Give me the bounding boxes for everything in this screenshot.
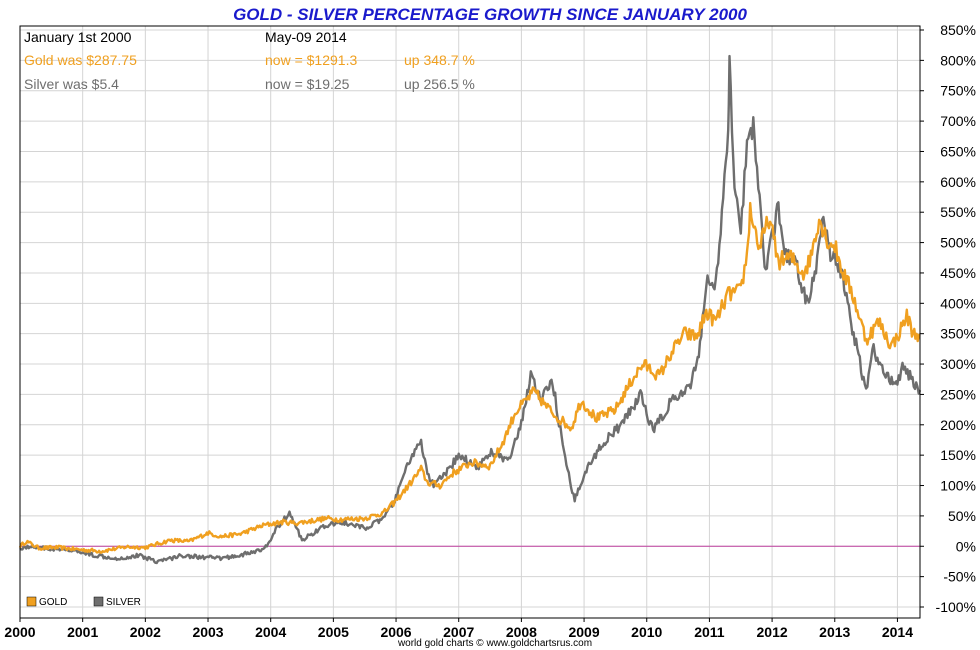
x-tick-label: 2012 — [757, 624, 788, 640]
chart-credit: world gold charts © www.goldchartsrus.co… — [397, 638, 592, 649]
x-tick-label: 2003 — [192, 624, 223, 640]
y-tick-label: 300% — [940, 356, 976, 372]
x-tick-label: 2013 — [819, 624, 850, 640]
x-tick-label: 2009 — [568, 624, 599, 640]
plot-frame — [19, 25, 921, 619]
y-axis: 850% 800% 750% 700% 650% 600% 550% 500% 450% 400%… — [920, 22, 976, 615]
chart-title: GOLD - SILVER PERCENTAGE GROWTH SINCE JA… — [233, 5, 747, 24]
y-tick-label: 450% — [940, 265, 976, 281]
y-tick-label: 150% — [940, 447, 976, 463]
x-tick-label: 2008 — [506, 624, 537, 640]
series-group — [18, 54, 922, 565]
y-tick-label: -50% — [943, 569, 976, 585]
y-tick-label: 0% — [956, 538, 976, 554]
start-date-label: January 1st 2000 — [24, 29, 132, 45]
y-tick-label: 800% — [940, 52, 976, 68]
legend-silver-swatch — [93, 596, 104, 607]
y-tick-label: 500% — [940, 235, 976, 251]
y-tick-label: 700% — [940, 113, 976, 129]
gold-start-price: Gold was $287.75 — [24, 52, 137, 68]
y-tick-label: -100% — [936, 599, 976, 615]
x-tick-label: 2001 — [67, 624, 98, 640]
series-line-silver — [19, 54, 922, 565]
x-tick-label: 2006 — [380, 624, 411, 640]
x-tick-label: 2011 — [694, 624, 725, 640]
legend-gold-swatch — [26, 596, 37, 607]
x-tick-label: 2005 — [318, 624, 349, 640]
x-axis: 2000 2001 2002 2003 2004 2005 2006 2007 2008 2009… — [4, 618, 913, 640]
series-line-gold — [18, 201, 921, 554]
gold-now-price: now = $1291.3 — [265, 52, 357, 68]
x-tick-label: 2004 — [255, 624, 286, 640]
y-tick-label: 350% — [940, 326, 976, 342]
y-tick-label: 650% — [940, 143, 976, 159]
x-tick-label: 2010 — [631, 624, 662, 640]
y-tick-label: 750% — [940, 83, 976, 99]
y-tick-label: 100% — [940, 478, 976, 494]
silver-now-price: now = $19.25 — [265, 76, 350, 92]
legend-gold-label: GOLD — [39, 597, 67, 608]
x-tick-label: 2000 — [4, 624, 35, 640]
end-date-label: May-09 2014 — [265, 29, 347, 45]
y-tick-label: 600% — [940, 174, 976, 190]
y-tick-label: 550% — [940, 204, 976, 220]
legend: GOLD SILVER — [26, 596, 141, 608]
grid — [19, 26, 920, 618]
y-tick-label: 400% — [940, 295, 976, 311]
silver-growth: up 256.5 % — [404, 76, 475, 92]
silver-start-price: Silver was $5.4 — [24, 76, 119, 92]
x-tick-label: 2007 — [443, 624, 474, 640]
y-tick-label: 250% — [940, 386, 976, 402]
x-tick-label: 2002 — [130, 624, 161, 640]
y-tick-label: 50% — [948, 508, 976, 524]
gold-growth: up 348.7 % — [404, 52, 475, 68]
y-tick-label: 850% — [940, 22, 976, 38]
legend-silver-label: SILVER — [106, 597, 141, 608]
x-tick-label: 2014 — [882, 624, 913, 640]
y-tick-label: 200% — [940, 417, 976, 433]
